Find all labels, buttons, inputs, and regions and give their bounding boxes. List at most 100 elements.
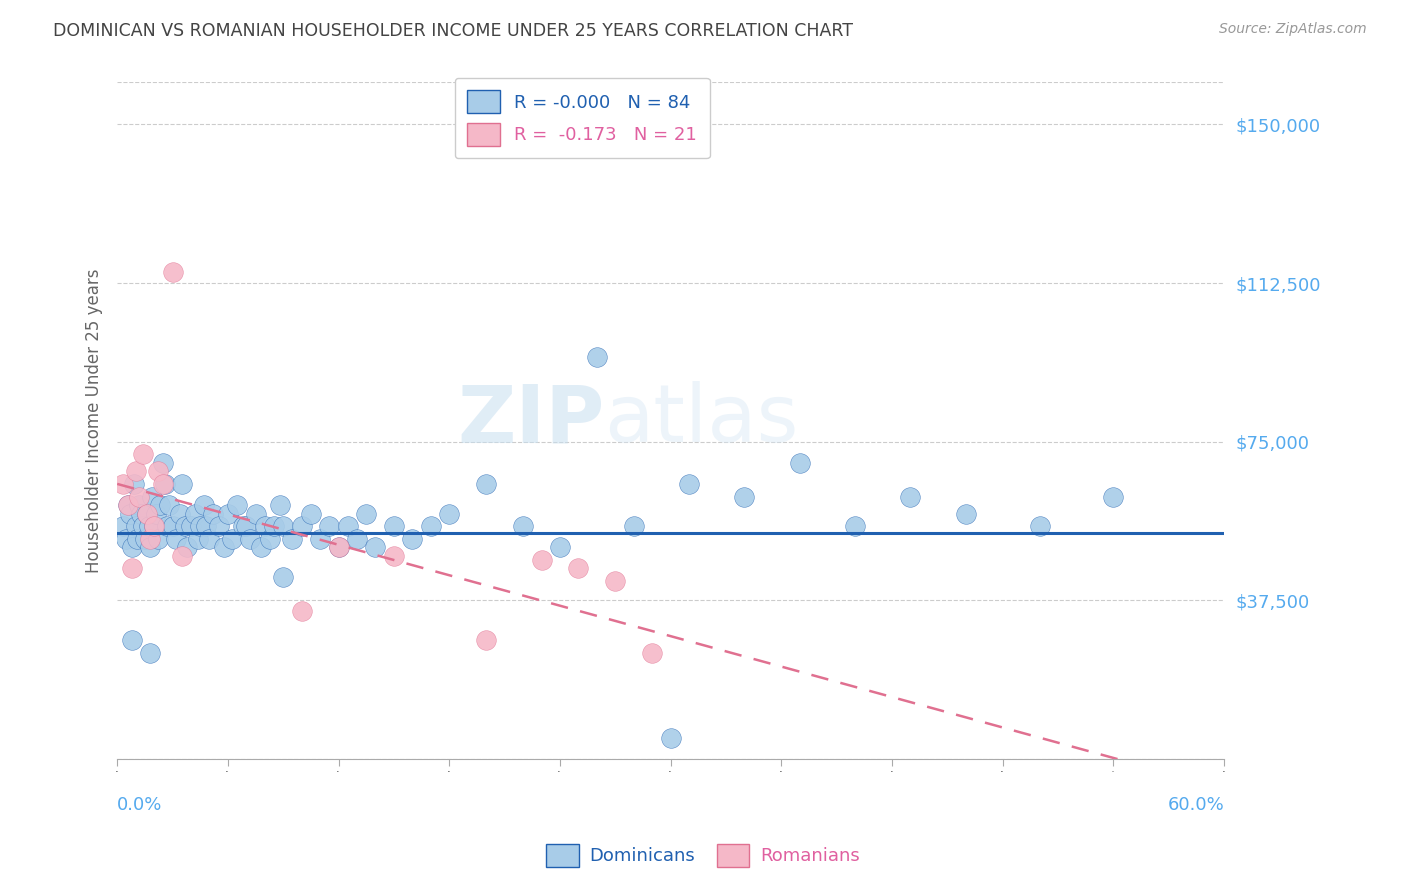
Point: [132, 447, 155, 461]
Point: [152, 476, 174, 491]
Point: [548, 541, 571, 555]
Point: [328, 541, 350, 555]
Point: [318, 519, 340, 533]
Point: [346, 532, 368, 546]
Point: [271, 519, 294, 533]
Point: [135, 507, 157, 521]
Point: [127, 532, 149, 546]
Point: [605, 574, 627, 589]
Point: [382, 519, 405, 533]
Point: [120, 507, 142, 521]
Point: [139, 646, 162, 660]
Point: [138, 519, 160, 533]
Point: [253, 519, 276, 533]
Point: [141, 490, 163, 504]
Point: [124, 519, 146, 533]
Point: [659, 731, 682, 745]
Point: [187, 532, 209, 546]
Point: [156, 519, 179, 533]
Point: [733, 490, 755, 504]
Point: [176, 541, 198, 555]
Point: [217, 507, 239, 521]
Point: [152, 456, 174, 470]
Point: [221, 532, 243, 546]
Point: [641, 646, 664, 660]
Point: [530, 553, 553, 567]
Point: [475, 476, 498, 491]
Text: ZIP: ZIP: [457, 382, 605, 459]
Legend: R = -0.000   N = 84, R =  -0.173   N = 21: R = -0.000 N = 84, R = -0.173 N = 21: [454, 78, 710, 159]
Point: [900, 490, 922, 504]
Y-axis label: Householder Income Under 25 years: Householder Income Under 25 years: [86, 268, 103, 573]
Text: 0.0%: 0.0%: [117, 796, 163, 814]
Point: [382, 549, 405, 563]
Point: [153, 476, 176, 491]
Point: [135, 507, 157, 521]
Point: [121, 561, 143, 575]
Text: DOMINICAN VS ROMANIAN HOUSEHOLDER INCOME UNDER 25 YEARS CORRELATION CHART: DOMINICAN VS ROMANIAN HOUSEHOLDER INCOME…: [53, 22, 853, 40]
Point: [1028, 519, 1050, 533]
Point: [157, 498, 180, 512]
Point: [129, 507, 152, 521]
Point: [364, 541, 387, 555]
Point: [208, 519, 231, 533]
Point: [193, 498, 215, 512]
Point: [139, 541, 162, 555]
Text: 60.0%: 60.0%: [1167, 796, 1225, 814]
Point: [162, 519, 184, 533]
Point: [143, 519, 166, 533]
Point: [117, 498, 139, 512]
Point: [281, 532, 304, 546]
Point: [1102, 490, 1125, 504]
Point: [235, 519, 257, 533]
Point: [132, 519, 155, 533]
Point: [263, 519, 285, 533]
Point: [401, 532, 423, 546]
Point: [143, 519, 166, 533]
Text: atlas: atlas: [605, 382, 799, 459]
Point: [232, 519, 254, 533]
Point: [955, 507, 977, 521]
Point: [170, 549, 193, 563]
Point: [188, 519, 211, 533]
Point: [789, 456, 811, 470]
Point: [239, 532, 262, 546]
Point: [170, 476, 193, 491]
Point: [117, 498, 139, 512]
Point: [212, 541, 235, 555]
Point: [162, 265, 184, 279]
Point: [121, 633, 143, 648]
Point: [623, 519, 645, 533]
Point: [134, 532, 156, 546]
Point: [512, 519, 534, 533]
Point: [111, 476, 134, 491]
Point: [180, 519, 202, 533]
Point: [419, 519, 441, 533]
Point: [198, 532, 221, 546]
Point: [124, 464, 146, 478]
Point: [226, 498, 249, 512]
Legend: Dominicans, Romanians: Dominicans, Romanians: [538, 837, 868, 874]
Text: Source: ZipAtlas.com: Source: ZipAtlas.com: [1219, 22, 1367, 37]
Point: [122, 476, 145, 491]
Point: [128, 490, 150, 504]
Point: [475, 633, 498, 648]
Point: [245, 507, 267, 521]
Point: [128, 498, 150, 512]
Point: [328, 541, 350, 555]
Point: [194, 519, 217, 533]
Point: [169, 507, 191, 521]
Point: [183, 507, 205, 521]
Point: [174, 519, 197, 533]
Point: [844, 519, 866, 533]
Point: [202, 507, 225, 521]
Point: [146, 532, 169, 546]
Point: [259, 532, 281, 546]
Point: [299, 507, 322, 521]
Point: [678, 476, 700, 491]
Point: [309, 532, 332, 546]
Point: [149, 498, 172, 512]
Point: [291, 519, 314, 533]
Point: [567, 561, 589, 575]
Point: [585, 350, 607, 364]
